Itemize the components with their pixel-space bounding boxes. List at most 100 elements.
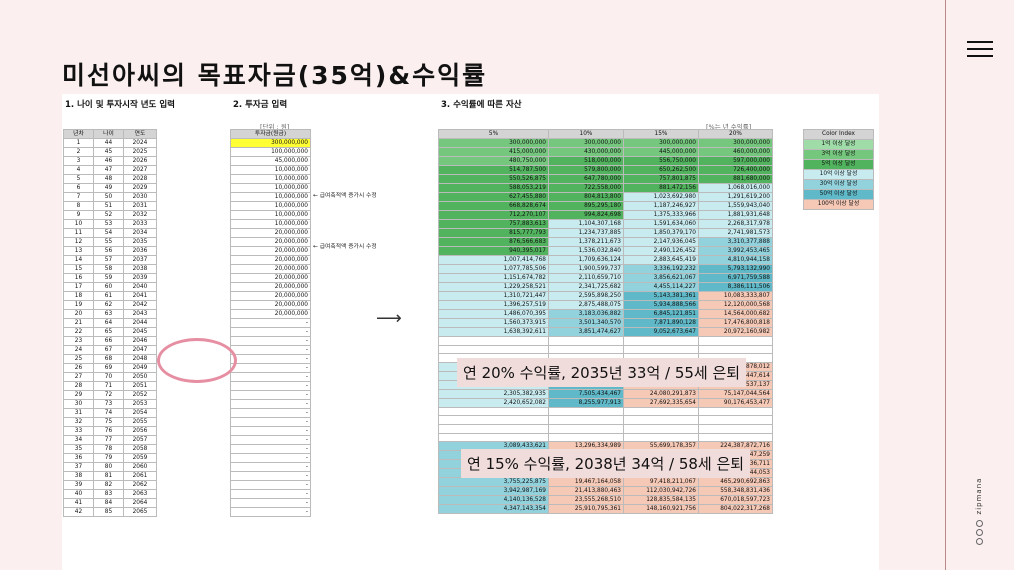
age-cell: 53 (93, 219, 124, 229)
brand-dots-icon (976, 520, 983, 547)
callout-20-percent: 연 20% 수익률, 2035년 33억 / 55세 은퇴 (457, 358, 747, 387)
return-cell: 9,052,673,647 (623, 327, 699, 337)
table-row: 4 47 2027 (63, 165, 157, 175)
return-cell: 2,147,936,045 (623, 237, 699, 247)
return-cell: 430,000,000 (548, 147, 624, 157)
return-cell (698, 432, 773, 443)
age-cell: 2053 (123, 399, 157, 409)
return-cell: 556,750,000 (623, 156, 699, 166)
legend-item: 10억 이상 달성 (803, 169, 874, 180)
table-row: - (230, 390, 311, 400)
age-cell: 2049 (123, 363, 157, 373)
age-cell: 4 (63, 165, 94, 175)
return-cell (438, 344, 549, 355)
age-cell: 67 (93, 345, 124, 355)
return-cell: 3,310,377,888 (698, 237, 773, 247)
header-year: 연도 (123, 129, 157, 139)
header-year-index: 년차 (63, 129, 94, 139)
age-cell: 65 (93, 327, 124, 337)
return-cell: 415,000,000 (438, 147, 549, 157)
return-cell: 10,083,333,807 (698, 291, 773, 301)
table-row: 1 44 2024 (63, 138, 157, 148)
age-cell: 2064 (123, 498, 157, 508)
callout-15-percent: 연 15% 수익률, 2038년 34억 / 58세 은퇴 (461, 449, 751, 478)
age-cell: 3 (63, 156, 94, 166)
table-row: 627,455,880 804,813,800 1,023,692,980 1,291… (438, 192, 773, 202)
table-row: - (230, 426, 311, 436)
principal-cell: - (230, 462, 311, 472)
table-row: 29 72 2052 (63, 390, 157, 400)
table-row: 42 85 2065 (63, 507, 157, 517)
return-cell (623, 432, 699, 443)
return-cell: 1,591,634,060 (623, 219, 699, 229)
color-index-legend: Color Index 1억 이상 달성 3억 이상 달성 5억 이상 달성 10억 … (803, 129, 874, 210)
age-cell: 2026 (123, 156, 157, 166)
age-cell: 2036 (123, 246, 157, 256)
legend-item: 3억 이상 달성 (803, 149, 874, 160)
return-cell: 881,680,000 (698, 174, 773, 184)
return-cell (698, 423, 773, 434)
age-cell: 18 (63, 291, 94, 301)
table-row: 38 81 2061 (63, 471, 157, 481)
return-cell (698, 415, 773, 425)
return-cell: 21,413,880,463 (548, 486, 624, 497)
age-cell: 8 (63, 201, 94, 211)
principal-cell: 20,000,000 (230, 264, 311, 274)
return-cell: 90,176,453,477 (698, 397, 773, 408)
table-row: 10,000,000 (230, 174, 311, 184)
return-cell: 726,400,000 (698, 165, 773, 175)
age-cell: 78 (93, 444, 124, 454)
return-cell: 514,787,500 (438, 165, 549, 175)
age-cell: 2051 (123, 381, 157, 391)
age-cell: 2061 (123, 471, 157, 481)
age-cell: 2025 (123, 147, 157, 157)
age-cell: 2 (63, 147, 94, 157)
age-cell: 69 (93, 363, 124, 373)
principal-cell: 100,000,000 (230, 147, 311, 157)
table-row: 3,755,225,875 19,467,164,058 97,418,211,06… (438, 477, 773, 488)
age-cell: 45 (93, 147, 124, 157)
annotation-salary-2: ← 급여축적액 증가시 수정 (313, 244, 377, 250)
age-cell: 2037 (123, 255, 157, 265)
table-row: 300,000,000 300,000,000 300,000,000 300,000… (438, 138, 773, 148)
table-row: 9 52 2032 (63, 210, 157, 220)
principal-cell: 20,000,000 (230, 309, 311, 319)
return-cell: 1,900,599,737 (548, 264, 624, 274)
table-row: 415,000,000 430,000,000 445,000,000 460,000… (438, 147, 773, 157)
legend-row: 3억 이상 달성 (803, 149, 874, 160)
return-cell: 465,290,692,863 (698, 477, 773, 488)
table-row: 6 49 2029 (63, 183, 157, 193)
return-cell: 2,875,488,075 (548, 300, 624, 310)
hamburger-menu-icon[interactable] (967, 41, 993, 57)
legend-item: 1억 이상 달성 (803, 139, 874, 150)
age-cell: 84 (93, 498, 124, 508)
table-row: 100,000,000 (230, 147, 311, 157)
return-cell: 1,559,943,040 (698, 201, 773, 211)
return-cell (438, 406, 549, 417)
return-cell: 300,000,000 (623, 138, 699, 148)
spreadsheet: 1. 나이 및 투자시작 년도 입력 2. 투자금 입력 3. 수익률에 따른 … (62, 94, 879, 570)
return-cell (438, 432, 549, 443)
age-cell: 71 (93, 381, 124, 391)
age-cell: 44 (93, 138, 124, 148)
return-cell: 5,934,888,566 (623, 300, 699, 310)
age-cell: 54 (93, 228, 124, 238)
return-cell: 300,000,000 (548, 138, 624, 148)
table-row: 3,089,433,621 13,296,334,989 55,699,178,35… (438, 441, 773, 452)
legend-header: Color Index (803, 129, 874, 140)
return-cell: 5,793,132,990 (698, 264, 773, 274)
table-row: - (230, 471, 311, 481)
return-cell: 3,851,474,627 (548, 327, 624, 337)
return-cell: 97,418,211,067 (623, 477, 699, 488)
table-row: - (230, 354, 311, 364)
return-cell: 1,229,258,521 (438, 282, 549, 292)
age-cell: 66 (93, 336, 124, 346)
return-cell: 4,140,136,528 (438, 495, 549, 506)
principal-cell: - (230, 408, 311, 418)
age-cell: 2058 (123, 444, 157, 454)
table-row: 3,942,987,169 21,413,880,463 112,030,942,7… (438, 486, 773, 497)
age-cell: 2048 (123, 354, 157, 364)
return-cell: 3,856,621,067 (623, 273, 699, 283)
return-cell: 8,386,111,506 (698, 282, 773, 292)
age-cell: 2027 (123, 165, 157, 175)
